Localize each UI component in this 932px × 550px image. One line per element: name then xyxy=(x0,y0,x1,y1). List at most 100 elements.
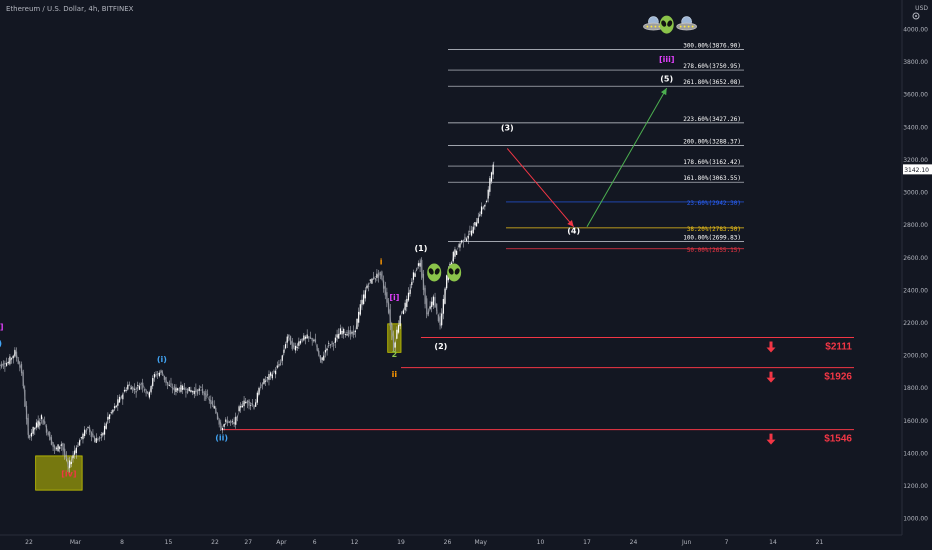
candle-body xyxy=(324,349,327,353)
candle-body xyxy=(338,333,340,339)
price-tick-label: 2200.00 xyxy=(903,320,928,327)
candle-body xyxy=(411,282,413,286)
candle-body xyxy=(256,392,258,403)
candle-body xyxy=(301,338,303,342)
candle-body xyxy=(238,406,240,412)
price-tick-label: 2000.00 xyxy=(903,353,928,360)
price-tick-label: 4000.00 xyxy=(903,26,928,33)
candle-body xyxy=(437,314,439,322)
wave-label: [iv] xyxy=(61,469,76,478)
down-arrow-icon xyxy=(769,433,773,440)
candle-body xyxy=(381,271,383,279)
ufo-light xyxy=(691,25,694,28)
candle-body xyxy=(261,385,263,387)
candle-body xyxy=(165,376,167,383)
candle-body xyxy=(263,378,265,384)
candle-body xyxy=(392,335,395,350)
emoji-icons xyxy=(427,15,697,282)
candle-body xyxy=(113,406,116,409)
ufo-light xyxy=(654,25,657,28)
candle-body xyxy=(12,355,14,359)
candle-body xyxy=(348,330,350,337)
fib-extension-label: 223.60%(3427.26) xyxy=(683,116,741,123)
candle-body xyxy=(198,388,200,391)
time-tick-label: 8 xyxy=(120,539,124,546)
candle-body xyxy=(459,243,461,248)
candle-body xyxy=(72,455,74,459)
candle-body xyxy=(103,425,106,435)
price-axis: USD 1000.00 1200.00 1400.00 1600.00 1800.00 20… xyxy=(903,5,932,523)
price-tick-label: 1000.00 xyxy=(903,516,928,523)
candle-body xyxy=(57,444,59,452)
candle-body xyxy=(178,389,180,392)
candle-body xyxy=(177,388,179,391)
candle-body xyxy=(230,420,232,422)
candle-body xyxy=(112,409,114,413)
gear-ring xyxy=(912,12,920,20)
candle-body xyxy=(406,298,408,308)
candle-body xyxy=(477,217,479,224)
price-tick-label: 2400.00 xyxy=(903,287,928,294)
candle-body xyxy=(351,331,353,334)
candle-body xyxy=(479,214,481,216)
wave-label: [i] xyxy=(389,293,399,302)
candle-body xyxy=(44,421,46,424)
candle-body xyxy=(95,438,97,443)
price-tick-label: 3600.00 xyxy=(903,92,928,99)
candle-body xyxy=(7,361,9,364)
time-tick-label: 19 xyxy=(397,539,405,546)
projection-arrow xyxy=(586,87,668,228)
symbol-title: Ethereum / U.S. Dollar, 4h, BITFINEX xyxy=(6,5,134,13)
candle-body xyxy=(316,345,318,351)
candle-body xyxy=(180,385,182,392)
candle-body xyxy=(236,416,239,418)
candle-body xyxy=(150,386,152,393)
candle-body xyxy=(201,388,204,394)
fib-extension-label: 300.00%(3876.90) xyxy=(683,43,741,50)
candle-body xyxy=(49,431,51,441)
candle-body xyxy=(346,333,348,336)
candle-body xyxy=(27,418,29,435)
candle-body xyxy=(434,296,436,308)
candle-body xyxy=(489,178,491,192)
wave-label: (5) xyxy=(660,75,673,84)
wave-label: (4) xyxy=(567,226,580,235)
candle-body xyxy=(396,329,398,339)
arrow-head xyxy=(567,220,574,227)
candle-body xyxy=(228,421,230,423)
candle-body xyxy=(125,390,127,391)
time-tick-label: May xyxy=(475,539,488,546)
candle-body xyxy=(286,336,288,343)
candle-body xyxy=(485,201,488,203)
candle-body xyxy=(127,384,129,390)
candle-body xyxy=(289,336,292,345)
candle-body xyxy=(50,437,53,445)
candle-body xyxy=(34,427,36,430)
candle-body xyxy=(108,414,111,420)
candle-body xyxy=(451,262,453,266)
candle-body xyxy=(32,426,34,434)
candle-body xyxy=(480,206,483,215)
fib-extension-label: 278.60%(3750.95) xyxy=(683,63,741,70)
candle-body xyxy=(42,419,44,425)
candle-body xyxy=(245,401,247,404)
candle-body xyxy=(266,377,268,379)
candle-body xyxy=(464,236,466,241)
candle-body xyxy=(87,426,89,428)
candle-body xyxy=(465,238,468,242)
candle-body xyxy=(143,389,146,391)
candle-body xyxy=(79,440,81,446)
candle-body xyxy=(163,375,165,380)
candle-body xyxy=(223,424,225,427)
down-arrow-icon xyxy=(769,341,773,348)
candle-body xyxy=(89,427,91,433)
candle-body xyxy=(407,292,410,301)
wave-label: (ii) xyxy=(215,433,228,442)
candle-body xyxy=(122,394,124,400)
candle-body xyxy=(318,350,320,356)
candle-body xyxy=(329,345,332,347)
candle-body xyxy=(389,309,391,326)
time-tick-label: 24 xyxy=(630,539,638,546)
candle-body xyxy=(452,251,454,262)
